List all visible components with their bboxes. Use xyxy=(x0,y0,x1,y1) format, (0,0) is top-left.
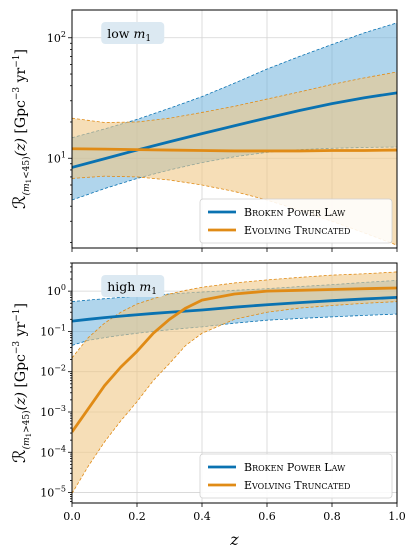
plot-frame xyxy=(71,9,398,249)
median-line-evolving-truncated xyxy=(72,147,397,153)
x-tick-label: 0.4 xyxy=(193,510,211,523)
panel-tag-label: high m1 xyxy=(107,279,157,297)
median-line-evolving-truncated xyxy=(72,286,397,433)
legend-label-broken-power-law: BROKEN POWER LAW xyxy=(244,206,346,219)
x-axis-title: z xyxy=(229,530,239,549)
x-tick-label: 1.0 xyxy=(388,510,406,523)
plot-frame xyxy=(71,262,398,504)
band-upper-edge xyxy=(72,71,397,123)
median-line-broken-power-law xyxy=(72,295,397,323)
y-tick-label: 102 xyxy=(47,30,66,45)
legend-box xyxy=(199,453,393,499)
band-lower-edge xyxy=(72,301,397,494)
panel-high-m1: 10−5 10−4 10−3 10−2 10−1 100 0.0 0.2 0.4 0.6 0.8 1.… xyxy=(10,262,406,523)
x-tick-label: 0.0 xyxy=(63,510,81,523)
median-line-broken-power-law xyxy=(72,91,397,169)
legend-label-evolving-truncated: EVOLVING TRUNCATED xyxy=(244,479,350,492)
band-evolving-truncated xyxy=(72,271,397,494)
panel-low-m1: 101 102 ℛ(m1<45)(z) [Gpc−3 yr−1] low m1 BROK… xyxy=(10,9,398,252)
legend-label-broken-power-law: BROKEN POWER LAW xyxy=(244,461,346,474)
y-tick-label: 100 xyxy=(47,283,66,298)
panel-tag-label: low m1 xyxy=(107,26,151,44)
x-tick-label: 0.2 xyxy=(128,510,146,523)
legend-label-evolving-truncated: EVOLVING TRUNCATED xyxy=(244,224,350,237)
panel-tag-box xyxy=(101,275,165,297)
band-upper-edge xyxy=(72,271,397,359)
legend-box xyxy=(199,198,393,244)
y-axis-title: ℛ(m1<45)(z) [Gpc−3 yr−1] xyxy=(10,49,33,209)
x-tick-label: 0.8 xyxy=(323,510,341,523)
y-tick-label: 10−5 xyxy=(40,485,66,500)
y-tick-label: 10−2 xyxy=(40,364,66,379)
y-tick-label: 10−4 xyxy=(40,444,66,459)
y-tick-label: 101 xyxy=(47,150,66,165)
y-tick-label: 10−3 xyxy=(40,404,66,419)
x-tick-label: 0.6 xyxy=(258,510,276,523)
y-axis-title: ℛ(m1>45)(z) [Gpc−3 yr−1] xyxy=(10,303,33,463)
panel-tag-box xyxy=(101,22,165,44)
y-tick-label: 10−1 xyxy=(40,323,66,338)
